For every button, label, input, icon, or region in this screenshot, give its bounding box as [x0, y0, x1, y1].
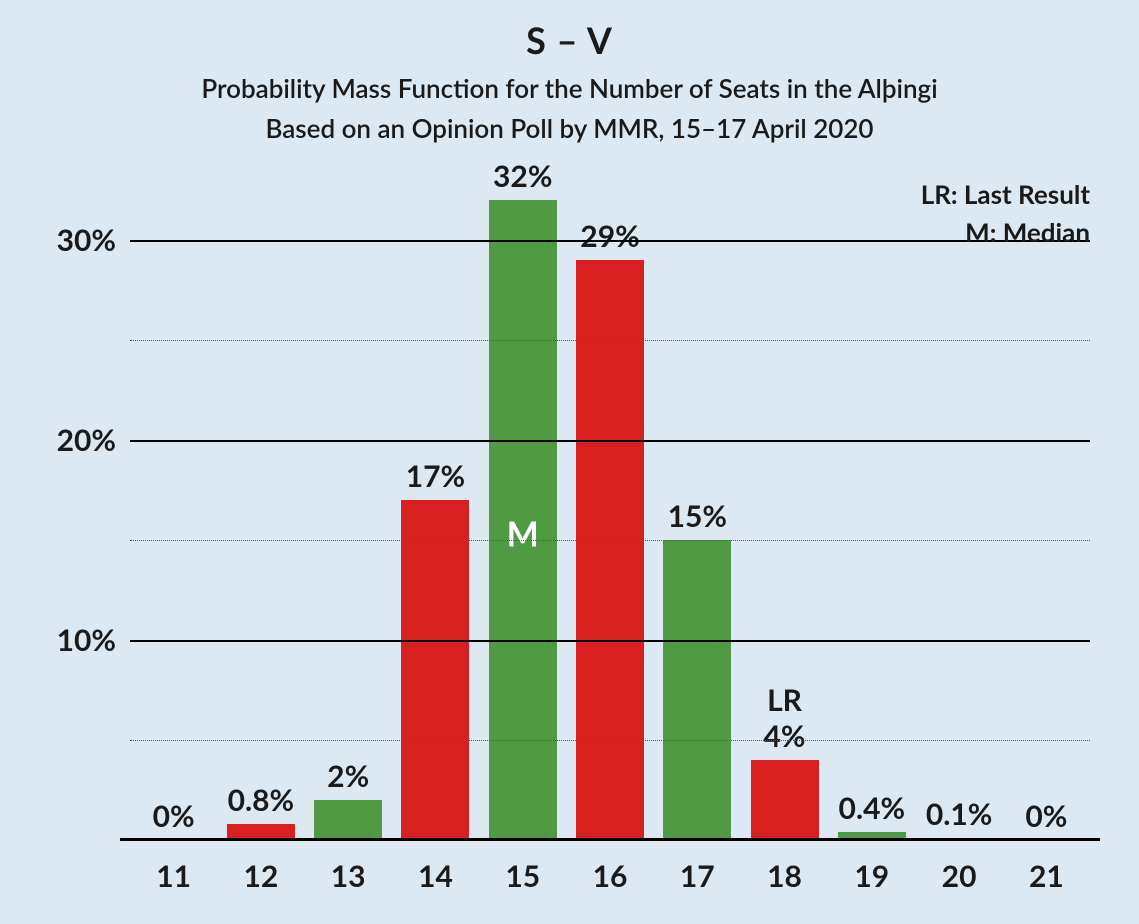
x-tick-label: 15	[505, 840, 540, 894]
legend-m: M: Median	[860, 216, 1090, 248]
bar-value-label: 32%	[493, 158, 552, 200]
bar: 29%	[576, 260, 644, 840]
gridline-minor	[130, 340, 1090, 341]
bars-layer: 0% 0.8% 2% 17% 32%M 29% 15% 4%LR 0.4% 0.1% 0%	[130, 200, 1090, 840]
chart-subtitle-2: Based on an Opinion Poll by MMR, 15–17 A…	[0, 112, 1139, 144]
bar-value-label: 0%	[1025, 798, 1067, 840]
bar-value-label: 15%	[668, 498, 727, 540]
bar-value-label: 0.4%	[839, 790, 906, 832]
chart-subtitle-1: Probability Mass Function for the Number…	[0, 72, 1139, 104]
x-tick-label: 20	[942, 840, 977, 894]
gridline-minor	[130, 740, 1090, 741]
gridline-major	[130, 640, 1090, 642]
chart-container: S – V Probability Mass Function for the …	[0, 0, 1139, 924]
bar-extra-label: LR	[767, 682, 802, 760]
bar-inner-label: M	[507, 514, 539, 555]
plot-area: 0%0.8%2%17%32%M29%15%4%LR0.4%0.1%0% 10%2…	[130, 200, 1090, 840]
bar-value-label: 29%	[580, 218, 639, 260]
bar: 2%	[314, 800, 382, 840]
y-tick-label: 10%	[57, 622, 130, 658]
legend-lr: LR: Last Result	[860, 178, 1090, 210]
x-tick-label: 19	[854, 840, 889, 894]
x-tick-label: 13	[331, 840, 366, 894]
titles-block: S – V Probability Mass Function for the …	[0, 0, 1139, 144]
x-tick-label: 14	[418, 840, 453, 894]
x-tick-label: 17	[680, 840, 715, 894]
bar-value-label: 2%	[327, 758, 369, 800]
bar-value-label: 0.8%	[228, 782, 295, 824]
x-tick-label: 16	[593, 840, 628, 894]
y-tick-label: 30%	[57, 222, 130, 258]
bar: 4%LR	[751, 760, 819, 840]
bar-value-label: 17%	[406, 458, 465, 500]
x-tick-label: 11	[156, 840, 191, 894]
bar: 32%M	[489, 200, 557, 840]
x-tick-label: 18	[767, 840, 802, 894]
gridline-minor	[130, 540, 1090, 541]
chart-title: S – V	[0, 18, 1139, 62]
bar-value-label: 0%	[153, 798, 195, 840]
x-tick-label: 21	[1029, 840, 1064, 894]
legend: LR: Last Result M: Median	[860, 178, 1090, 248]
gridline-major	[130, 440, 1090, 442]
y-tick-label: 20%	[57, 422, 130, 458]
x-tick-label: 12	[244, 840, 279, 894]
bar: 15%	[663, 540, 731, 840]
bar-value-label: 0.1%	[926, 796, 993, 838]
bar: 17%	[401, 500, 469, 840]
